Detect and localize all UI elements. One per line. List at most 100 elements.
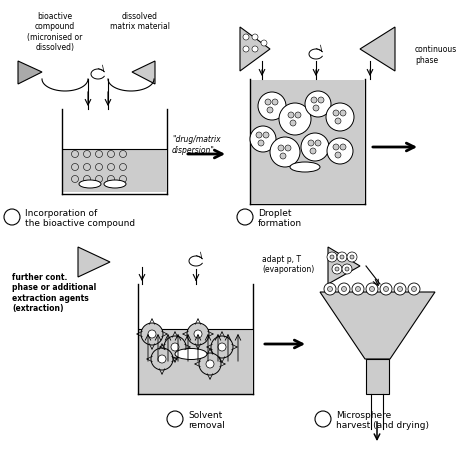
Circle shape [199, 353, 221, 375]
Text: dissolved
matrix material: dissolved matrix material [110, 12, 170, 31]
Circle shape [340, 256, 344, 259]
Circle shape [313, 106, 319, 112]
Circle shape [164, 336, 186, 358]
Circle shape [324, 283, 336, 295]
Text: the bioactive compound: the bioactive compound [25, 219, 135, 228]
Circle shape [108, 151, 115, 158]
Circle shape [327, 252, 337, 263]
Polygon shape [78, 247, 110, 277]
Circle shape [341, 287, 346, 292]
Circle shape [252, 35, 258, 41]
Circle shape [83, 176, 91, 183]
Circle shape [158, 355, 166, 363]
Circle shape [171, 343, 179, 351]
Circle shape [335, 268, 339, 271]
Text: continuous
phase: continuous phase [415, 45, 457, 64]
Circle shape [194, 330, 202, 338]
Circle shape [326, 104, 354, 131]
Bar [139, 330, 252, 394]
Circle shape [350, 256, 354, 259]
Text: Microsphere: Microsphere [336, 411, 391, 419]
Circle shape [340, 144, 346, 150]
Circle shape [285, 146, 291, 152]
Circle shape [237, 210, 253, 225]
Circle shape [380, 283, 392, 295]
Circle shape [332, 264, 342, 275]
Circle shape [337, 252, 347, 263]
Bar [63, 150, 166, 193]
Polygon shape [132, 62, 155, 85]
Text: harvest (and drying): harvest (and drying) [336, 420, 429, 430]
Bar [251, 81, 364, 204]
Circle shape [330, 256, 334, 259]
Circle shape [258, 141, 264, 147]
Ellipse shape [79, 181, 101, 188]
Circle shape [342, 264, 352, 275]
Circle shape [95, 176, 102, 183]
Circle shape [333, 144, 339, 150]
Ellipse shape [290, 163, 320, 173]
Circle shape [279, 104, 311, 136]
Circle shape [261, 41, 267, 47]
Circle shape [270, 138, 300, 168]
Circle shape [311, 98, 317, 104]
Text: 3: 3 [172, 414, 178, 424]
Circle shape [141, 323, 163, 345]
Circle shape [318, 98, 324, 104]
Circle shape [366, 283, 378, 295]
Circle shape [278, 146, 284, 152]
Circle shape [288, 113, 294, 119]
Bar [366, 359, 389, 394]
Circle shape [333, 111, 339, 117]
Circle shape [356, 287, 361, 292]
Text: Solvent: Solvent [188, 411, 222, 419]
Text: 1: 1 [9, 213, 15, 223]
Circle shape [108, 176, 115, 183]
Circle shape [108, 164, 115, 171]
Circle shape [315, 411, 331, 427]
Circle shape [258, 93, 286, 121]
Circle shape [295, 113, 301, 119]
Polygon shape [18, 62, 42, 85]
Circle shape [187, 323, 209, 345]
Circle shape [338, 283, 350, 295]
Circle shape [83, 151, 91, 158]
Circle shape [151, 348, 173, 370]
Circle shape [301, 134, 329, 162]
Circle shape [263, 133, 269, 139]
Circle shape [335, 153, 341, 159]
Circle shape [4, 210, 20, 225]
Circle shape [167, 411, 183, 427]
Circle shape [308, 141, 314, 147]
Text: 4: 4 [320, 414, 326, 424]
Circle shape [411, 287, 417, 292]
Polygon shape [240, 28, 270, 72]
Circle shape [305, 92, 331, 118]
Circle shape [95, 164, 102, 171]
Circle shape [243, 47, 249, 53]
Circle shape [345, 268, 349, 271]
Circle shape [340, 111, 346, 117]
Text: formation: formation [258, 219, 302, 228]
Circle shape [119, 176, 127, 183]
Circle shape [398, 287, 402, 292]
Circle shape [408, 283, 420, 295]
Polygon shape [360, 28, 395, 72]
Circle shape [148, 330, 156, 338]
Circle shape [252, 47, 258, 53]
Circle shape [243, 35, 249, 41]
Circle shape [370, 287, 374, 292]
Text: "drug/matrix
dispersion": "drug/matrix dispersion" [172, 135, 220, 154]
Circle shape [327, 139, 353, 165]
Circle shape [335, 119, 341, 125]
Text: bioactive
compound
(micronised or
dissolved): bioactive compound (micronised or dissol… [27, 12, 82, 52]
Circle shape [218, 343, 226, 351]
Polygon shape [320, 292, 435, 359]
Text: Droplet: Droplet [258, 209, 292, 218]
Circle shape [256, 133, 262, 139]
Circle shape [352, 283, 364, 295]
Circle shape [347, 252, 357, 263]
Text: further cont.
phase or additional
extraction agents
(extraction): further cont. phase or additional extrac… [12, 272, 96, 313]
Circle shape [72, 176, 79, 183]
Text: adapt p, T
(evaporation): adapt p, T (evaporation) [262, 255, 314, 274]
